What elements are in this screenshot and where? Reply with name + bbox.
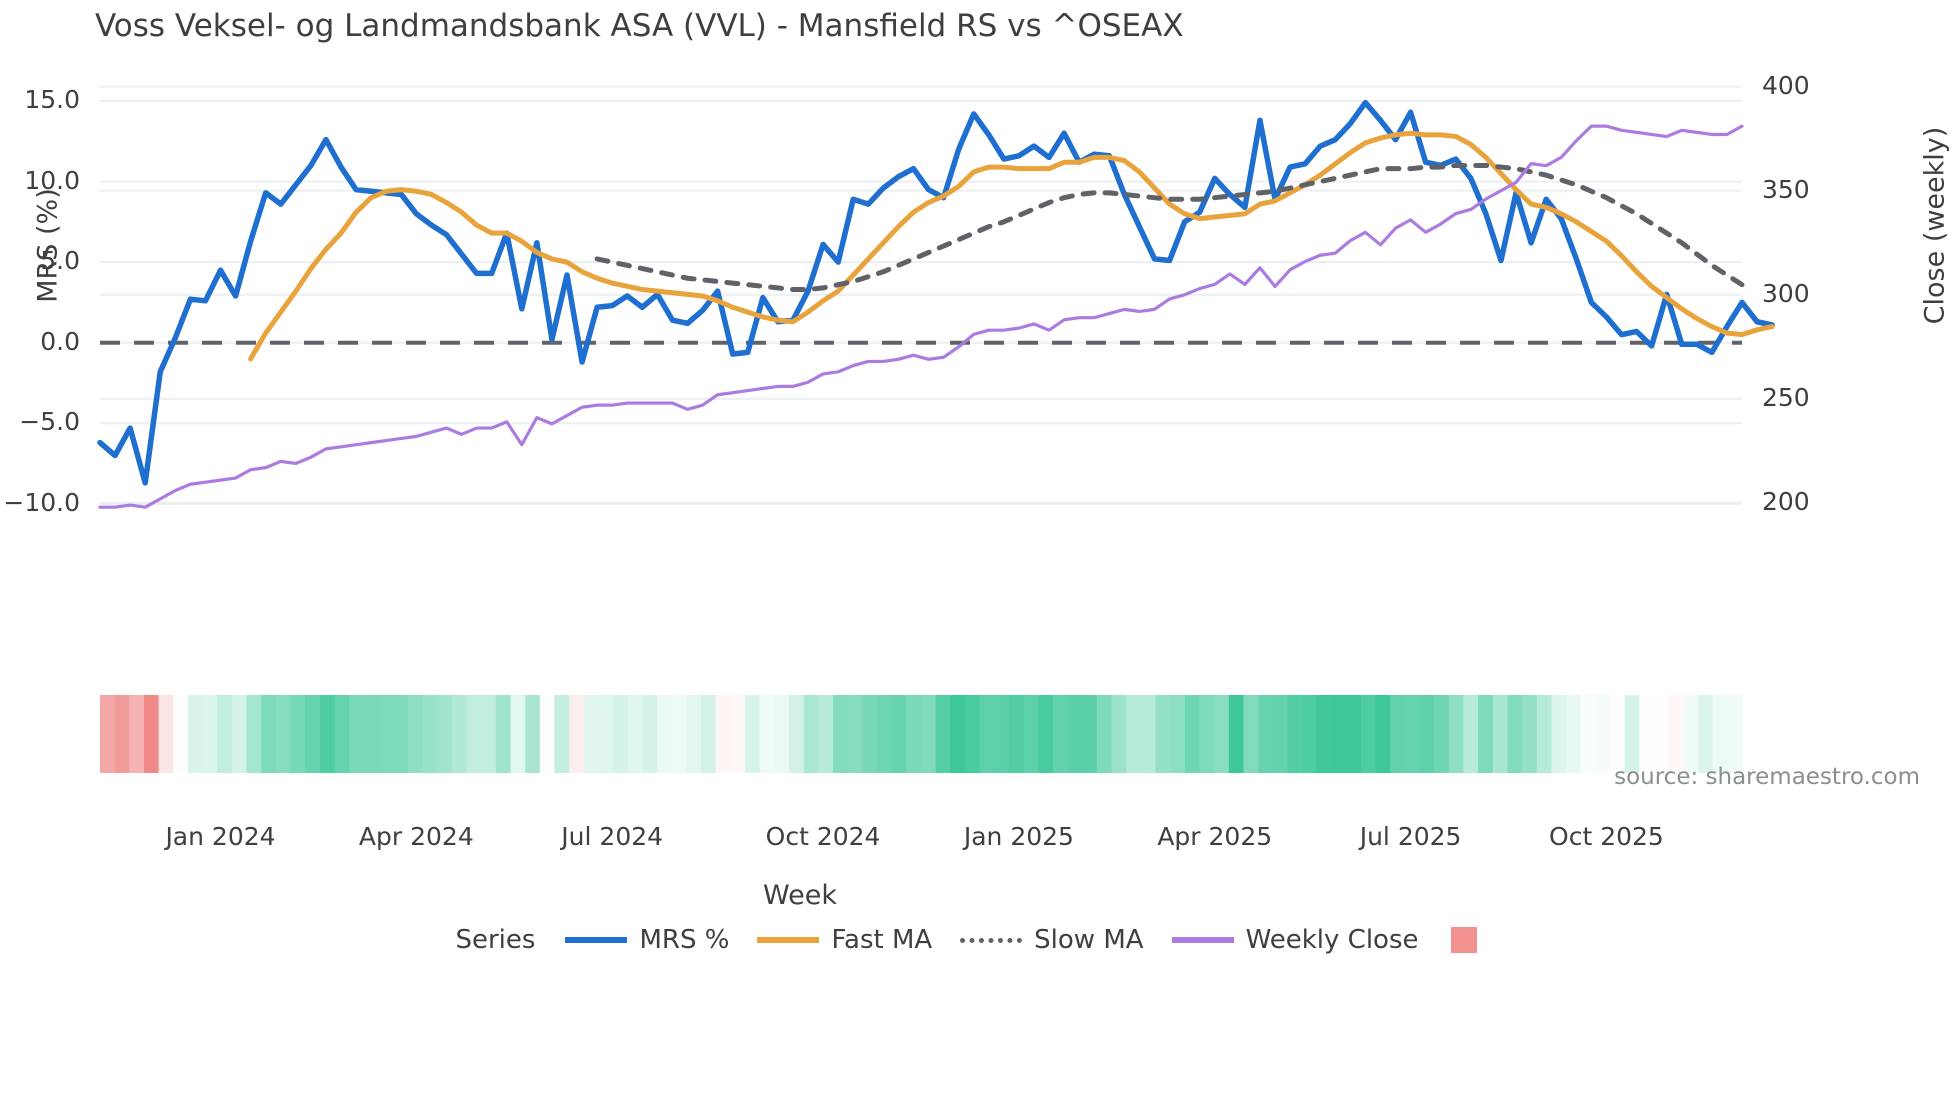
y-axis-left-tick: −5.0 [19,407,80,437]
x-axis-tick: Jul 2024 [561,822,664,851]
legend-item-mrs[interactable]: MRS % [565,925,729,955]
legend-dotted-line-icon [960,937,1023,943]
y-axis-right-tick: 300 [1762,278,1810,308]
x-axis-tick: Oct 2025 [1549,822,1664,851]
series-line-mrs [97,99,1775,486]
x-axis-tick: Jul 2025 [1359,822,1462,851]
x-axis-tick: Apr 2025 [1157,822,1273,851]
legend-item-label: MRS % [639,925,730,955]
legend-band-swatch-icon [1450,927,1477,953]
y-axis-left-tick: 5.0 [40,246,80,276]
legend-item-label: Weekly Close [1245,925,1419,955]
legend-line-icon [1171,937,1234,943]
legend-item-band-swatch[interactable] [1447,927,1477,953]
mrs-sign-heatmap-band [100,695,1743,773]
page-title: Voss Veksel- og Landmandsbank ASA (VVL) … [95,8,1184,44]
y-axis-left-tick: 10.0 [24,165,80,195]
series-line-weekly-close [98,124,1744,509]
legend-line-icon [565,937,628,943]
legend-item-slow-ma[interactable]: Slow MA [960,925,1144,955]
chart-legend: Series MRS % Fast MA Slow MA Weekly Close [0,925,1960,955]
y-axis-right-tick: 350 [1762,174,1810,204]
legend-item-label: Fast MA [831,925,933,955]
x-axis-tick: Jan 2024 [165,822,276,851]
x-axis-tick: Jan 2025 [963,822,1074,851]
y-axis-right-label: Close (weekly) [1919,126,1951,325]
gridlines [100,85,1742,505]
legend-title: Series [455,925,536,955]
legend-item-weekly-close[interactable]: Weekly Close [1171,925,1419,955]
legend-item-fast-ma[interactable]: Fast MA [757,925,932,955]
legend-line-icon [757,937,820,943]
series-line-fast-ma [248,130,1775,362]
y-axis-right-tick: 200 [1762,487,1810,516]
series-line-slow-ma [594,162,1745,293]
y-axis-left-tick: 15.0 [24,85,80,114]
x-axis-label: Week [763,880,837,911]
y-axis-left-tick: 0.0 [40,326,80,356]
y-axis-left-label: MRS (%) [32,188,64,303]
y-axis-right-tick: 400 [1762,70,1810,100]
source-attribution: source: sharemaestro.com [1614,764,1920,790]
y-axis-right-tick: 250 [1762,382,1810,412]
x-axis-tick: Oct 2024 [765,822,881,851]
x-axis-tick: Apr 2024 [358,822,474,851]
series-lines [97,99,1775,509]
legend-item-label: Slow MA [1034,925,1144,955]
y-axis-left-tick: −10.0 [3,487,80,517]
